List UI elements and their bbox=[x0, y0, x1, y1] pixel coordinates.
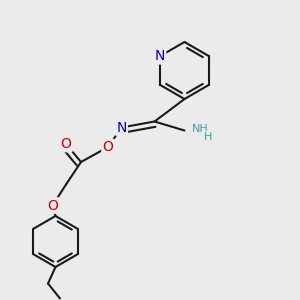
Text: H: H bbox=[203, 131, 212, 142]
Text: NH: NH bbox=[192, 124, 209, 134]
Text: N: N bbox=[154, 49, 165, 63]
Text: O: O bbox=[47, 199, 58, 212]
Text: N: N bbox=[116, 121, 127, 134]
Text: O: O bbox=[103, 140, 113, 154]
Text: O: O bbox=[61, 137, 71, 151]
